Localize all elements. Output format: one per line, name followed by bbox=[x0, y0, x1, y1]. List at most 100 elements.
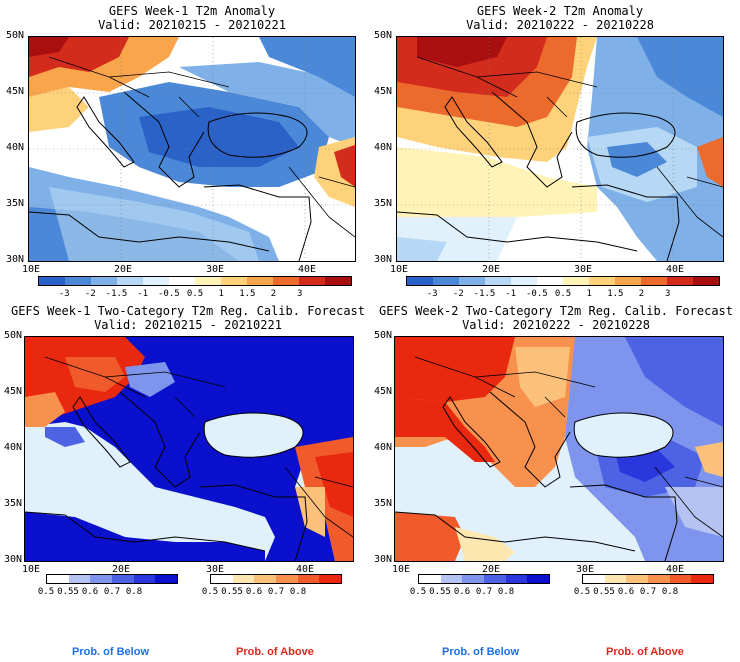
colorbar-swatch bbox=[65, 277, 91, 285]
lat-tick: 30N bbox=[374, 254, 393, 265]
colorbar-swatch bbox=[527, 575, 550, 583]
colorbar-label: 0.5 bbox=[186, 289, 204, 299]
colorbar-label: -2 bbox=[84, 289, 96, 299]
colorbar-label: -3 bbox=[426, 289, 438, 299]
panel-title: GEFS Week-2 Two-Category T2m Reg. Calib.… bbox=[378, 304, 733, 318]
lon-tick: 40E bbox=[296, 564, 315, 575]
colorbar-swatch bbox=[47, 575, 69, 583]
panel-title: GEFS Week-1 Two-Category T2m Reg. Calib.… bbox=[10, 304, 365, 318]
colorbar-swatch bbox=[505, 575, 528, 583]
colorbar-label: 0.7 bbox=[103, 587, 121, 597]
lon-tick: 10E bbox=[390, 264, 409, 275]
colorbar-label: 0.55 bbox=[57, 587, 79, 597]
colorbar-swatch bbox=[68, 575, 91, 583]
lon-tick: 40E bbox=[666, 264, 685, 275]
colorbar-swatch bbox=[211, 575, 233, 583]
colorbar-label: 0.5 bbox=[37, 587, 55, 597]
colorbar-swatch bbox=[433, 277, 459, 285]
colorbar-swatch bbox=[484, 575, 506, 583]
colorbar-swatch bbox=[325, 277, 351, 285]
lat-tick: 40N bbox=[374, 142, 393, 153]
lon-tick: 30E bbox=[574, 264, 593, 275]
colorbar-label: 0.5 bbox=[409, 587, 427, 597]
lon-tick: 10E bbox=[22, 564, 41, 575]
panel-title: GEFS Week-1 T2m Anomaly bbox=[108, 4, 276, 18]
above-colorbar bbox=[582, 574, 714, 584]
colorbar-swatch bbox=[319, 575, 342, 583]
colorbar-swatch bbox=[117, 277, 143, 285]
colorbar-label: 0.6 bbox=[245, 587, 263, 597]
lat-tick: 45N bbox=[4, 386, 23, 397]
colorbar-swatch bbox=[485, 277, 511, 285]
lat-tick: 35N bbox=[4, 498, 23, 509]
colorbar-label: 0.55 bbox=[593, 587, 615, 597]
colorbar-label: 0.7 bbox=[475, 587, 493, 597]
colorbar-swatch bbox=[693, 277, 719, 285]
colorbar-swatch bbox=[155, 575, 178, 583]
panel-valid-date: Valid: 20210215 - 20210221 bbox=[94, 318, 282, 332]
colorbar-swatch bbox=[667, 277, 693, 285]
lat-tick: 50N bbox=[374, 30, 393, 41]
lon-tick: 20E bbox=[112, 564, 131, 575]
lat-tick: 50N bbox=[4, 330, 23, 341]
colorbar-label: 0.5 bbox=[554, 289, 572, 299]
map-week2-probability bbox=[394, 336, 724, 562]
colorbar-swatch bbox=[440, 575, 463, 583]
lon-tick: 10E bbox=[22, 264, 41, 275]
colorbar-swatch bbox=[563, 277, 589, 285]
colorbar-label: -2 bbox=[452, 289, 464, 299]
colorbar-label: 1 bbox=[218, 289, 224, 299]
colorbar-swatch bbox=[583, 575, 605, 583]
colorbar-label: 0.55 bbox=[429, 587, 451, 597]
below-colorbar bbox=[418, 574, 550, 584]
colorbar-label: 2 bbox=[638, 289, 645, 299]
colorbar-swatch bbox=[91, 277, 117, 285]
colorbar-label: 0.7 bbox=[639, 587, 657, 597]
colorbar-label: 1.5 bbox=[239, 289, 256, 299]
colorbar-swatch bbox=[537, 277, 563, 285]
colorbar-label: 0.8 bbox=[661, 587, 679, 597]
colorbar-swatch bbox=[112, 575, 134, 583]
lon-tick: 20E bbox=[482, 564, 501, 575]
lon-tick: 20E bbox=[482, 264, 501, 275]
colorbar-label: 0.6 bbox=[453, 587, 471, 597]
lat-tick: 50N bbox=[6, 30, 25, 41]
colorbar-label: 0.6 bbox=[617, 587, 635, 597]
colorbar-label: 2 bbox=[270, 289, 277, 299]
colorbar-label: 0.8 bbox=[497, 587, 515, 597]
prob-above-label: Prob. of Above bbox=[606, 646, 684, 658]
colorbar-swatch bbox=[626, 575, 649, 583]
colorbar-swatch bbox=[195, 277, 221, 285]
colorbar-swatch bbox=[419, 575, 441, 583]
colorbar-swatch bbox=[691, 575, 714, 583]
anomaly-colorbar bbox=[406, 276, 720, 286]
colorbar-label: -3 bbox=[58, 289, 70, 299]
lon-tick: 40E bbox=[298, 264, 317, 275]
lat-tick: 45N bbox=[374, 86, 393, 97]
anomaly-colorbar bbox=[38, 276, 352, 286]
above-colorbar bbox=[210, 574, 342, 584]
colorbar-swatch bbox=[297, 575, 320, 583]
map-week2-anomaly bbox=[396, 36, 724, 262]
lat-tick: 40N bbox=[4, 442, 23, 453]
colorbar-label: 0.7 bbox=[267, 587, 285, 597]
prob-above-label: Prob. of Above bbox=[236, 646, 314, 658]
lat-tick: 40N bbox=[6, 142, 25, 153]
prob-below-label: Prob. of Below bbox=[72, 646, 149, 658]
colorbar-swatch bbox=[273, 277, 299, 285]
lat-tick: 30N bbox=[6, 254, 25, 265]
colorbar-swatch bbox=[511, 277, 537, 285]
colorbar-label: -1.5 bbox=[473, 289, 496, 299]
panel-valid-date: Valid: 20210215 - 20210221 bbox=[98, 18, 286, 32]
lon-tick: 40E bbox=[666, 564, 685, 575]
colorbar-swatch bbox=[462, 575, 485, 583]
panel-title: GEFS Week-2 T2m Anomaly bbox=[476, 4, 644, 18]
colorbar-label: 0.5 bbox=[201, 587, 219, 597]
lat-tick: 45N bbox=[6, 86, 25, 97]
lon-tick: 30E bbox=[206, 264, 225, 275]
colorbar-swatch bbox=[254, 575, 277, 583]
lat-tick: 35N bbox=[374, 498, 393, 509]
colorbar-label: 0.8 bbox=[125, 587, 143, 597]
map-week1-anomaly bbox=[28, 36, 356, 262]
colorbar-swatch bbox=[648, 575, 670, 583]
